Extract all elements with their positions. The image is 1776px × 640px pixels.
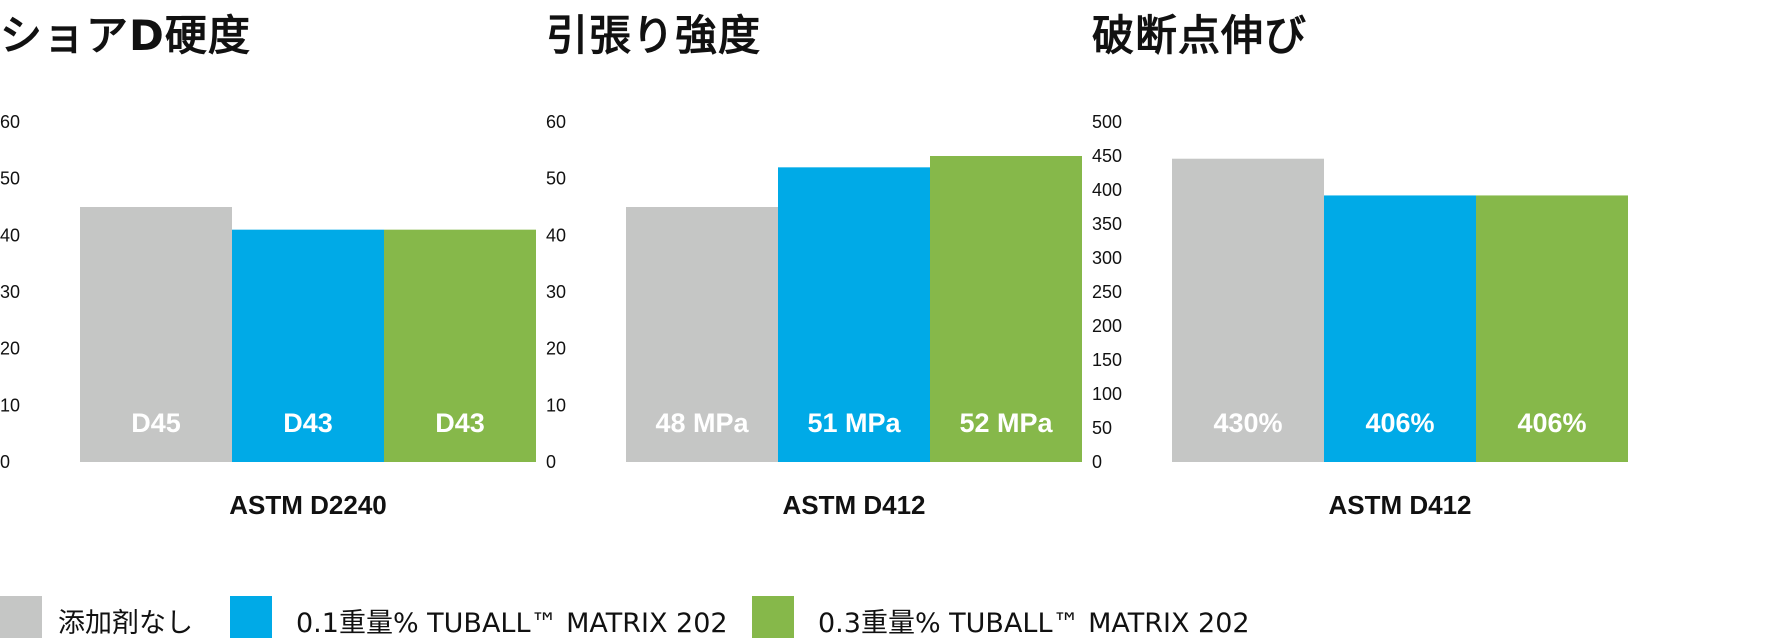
- bar-data-label: 51 MPa: [807, 408, 901, 438]
- y-tick-label: 60: [546, 112, 566, 132]
- y-tick-label: 20: [0, 339, 20, 359]
- y-tick-label: 0: [546, 452, 556, 472]
- y-tick-label: 450: [1092, 146, 1122, 166]
- chart-panel-tensile: 引張り強度 0 10 20 30 40 50 60 48 MPa 51 MPa 52 MPa AST…: [546, 0, 1082, 540]
- bar-data-label: 52 MPa: [959, 408, 1053, 438]
- y-tick-label: 150: [1092, 350, 1122, 370]
- bar-data-label: 406%: [1365, 408, 1434, 438]
- bar-data-label: D43: [283, 408, 333, 438]
- bar-data-label: 406%: [1517, 408, 1586, 438]
- y-tick-label: 50: [546, 169, 566, 189]
- legend-swatch: [752, 596, 794, 638]
- x-axis-label: ASTM D2240: [229, 490, 387, 520]
- chart-panel-elongation: 破断点伸び 0 50 100 150 200 250 300 350 400 450 500 430%…: [1092, 0, 1628, 540]
- x-axis-label: ASTM D412: [1328, 490, 1471, 520]
- y-tick-label: 30: [0, 282, 20, 302]
- legend: 添加剤なし 0.1重量% TUBALL™ MATRIX 202 0.3重量% T…: [0, 596, 1776, 639]
- bar-chart-elongation: 0 50 100 150 200 250 300 350 400 450 500 430% 406% 40…: [1092, 112, 1628, 520]
- bar-chart-tensile: 0 10 20 30 40 50 60 48 MPa 51 MPa 52 MPa ASTM D412: [546, 112, 1082, 520]
- bar-chart-hardness: 0 10 20 30 40 50 60 D45 D43 D43 ASTM D2240: [0, 112, 536, 520]
- y-tick-label: 10: [0, 395, 20, 415]
- bar-data-label: 48 MPa: [655, 408, 749, 438]
- y-tick-label: 200: [1092, 316, 1122, 336]
- bar: [778, 167, 930, 463]
- legend-swatch: [0, 596, 42, 638]
- y-tick-label: 0: [0, 452, 10, 472]
- y-tick-label: 20: [546, 339, 566, 359]
- bar-data-label: D43: [435, 408, 485, 438]
- x-axis-label: ASTM D412: [782, 490, 925, 520]
- y-tick-label: 40: [546, 225, 566, 245]
- bar: [1172, 158, 1324, 462]
- bar: [1476, 195, 1628, 462]
- y-tick-label: 40: [0, 225, 20, 245]
- bar: [930, 156, 1082, 462]
- legend-swatch: [230, 596, 272, 638]
- chart-title: 引張り強度: [546, 11, 762, 60]
- y-tick-label: 10: [546, 395, 566, 415]
- bar: [80, 207, 232, 462]
- y-tick-label: 50: [0, 169, 20, 189]
- y-tick-label: 500: [1092, 112, 1122, 132]
- y-tick-label: 300: [1092, 248, 1122, 268]
- y-tick-label: 60: [0, 112, 20, 132]
- y-tick-label: 250: [1092, 282, 1122, 302]
- y-tick-label: 30: [546, 282, 566, 302]
- y-tick-label: 0: [1092, 452, 1102, 472]
- legend-label: 0.3重量% TUBALL™ MATRIX 202: [818, 608, 1250, 639]
- bar-data-label: D45: [131, 408, 181, 438]
- chart-title: 破断点伸び: [1092, 11, 1308, 60]
- y-tick-label: 400: [1092, 180, 1122, 200]
- bar-data-label: 430%: [1213, 408, 1282, 438]
- legend-label: 添加剤なし: [58, 608, 193, 639]
- bar: [626, 207, 778, 462]
- y-tick-label: 100: [1092, 384, 1122, 404]
- bar: [384, 229, 536, 462]
- chart-panel-hardness: ショアD硬度 0 10 20 30 40 50 60 D45 D43 D43 ASTM D2240: [0, 0, 536, 540]
- chart-title: ショアD硬度: [0, 11, 251, 60]
- bar: [1324, 195, 1476, 462]
- y-tick-label: 350: [1092, 214, 1122, 234]
- legend-label: 0.1重量% TUBALL™ MATRIX 202: [296, 608, 728, 639]
- y-tick-label: 50: [1092, 418, 1112, 438]
- bar: [232, 229, 384, 462]
